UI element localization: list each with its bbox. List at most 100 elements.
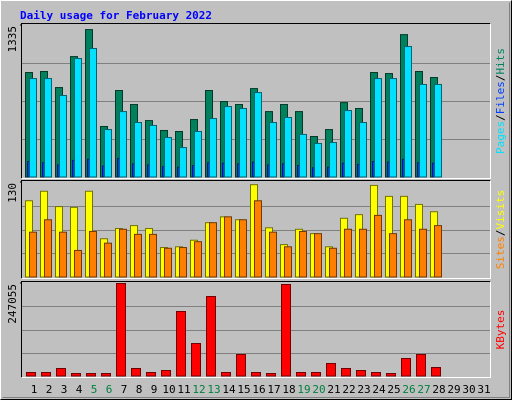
bar: [251, 372, 261, 377]
bar: [329, 247, 337, 278]
x-tick-label: 9: [151, 383, 158, 396]
bar: [314, 142, 322, 178]
bar: [134, 122, 142, 178]
x-tick-label: 23: [357, 383, 370, 396]
bar: [194, 241, 202, 278]
x-tick-label: 3: [61, 383, 68, 396]
x-tick-label: 27: [417, 383, 430, 396]
bar: [119, 111, 127, 178]
bar: [224, 216, 232, 278]
bar: [116, 283, 126, 377]
bar: [299, 133, 307, 178]
bar: [71, 373, 81, 377]
x-tick-label: 13: [207, 383, 220, 396]
x-tick-label: 11: [177, 383, 190, 396]
bar: [266, 373, 276, 377]
panel-border-light: [21, 23, 491, 179]
bar: [254, 200, 262, 278]
bar: [131, 368, 141, 377]
x-tick-label: 26: [402, 383, 415, 396]
x-tick-label: 15: [237, 383, 250, 396]
bar: [434, 225, 442, 278]
x-tick-label: 8: [136, 383, 143, 396]
bar: [374, 78, 382, 178]
bar: [239, 219, 247, 278]
bar: [371, 372, 381, 377]
bar: [416, 354, 426, 377]
bar: [86, 373, 96, 377]
x-tick-label: 31: [477, 383, 490, 396]
legend-entry: KBytes: [494, 310, 507, 350]
bar: [296, 372, 306, 377]
bar: [254, 92, 262, 178]
bar: [239, 108, 247, 178]
bar: [344, 228, 352, 278]
bar: [224, 106, 232, 178]
x-tick-label: 21: [327, 383, 340, 396]
y-tick-label: 130: [6, 183, 19, 203]
bar: [179, 147, 187, 178]
legend-separator: /: [494, 230, 507, 237]
panel: [21, 281, 491, 377]
x-tick-label: 7: [121, 383, 128, 396]
panel-border-dark: [21, 180, 491, 279]
x-tick-label: 28: [432, 383, 445, 396]
bar: [359, 228, 367, 278]
bar: [74, 249, 82, 278]
x-tick-label: 6: [106, 383, 113, 396]
bar: [419, 83, 427, 178]
legend-entry: Sites: [494, 236, 507, 269]
bar: [89, 230, 97, 278]
bar: [161, 370, 171, 377]
bar: [149, 233, 157, 278]
bar: [221, 372, 231, 377]
legend: Pages/Files/Hits: [494, 48, 507, 154]
x-tick-label: 16: [252, 383, 265, 396]
bar: [209, 118, 217, 178]
bar: [59, 95, 67, 178]
bar: [149, 124, 157, 178]
panel-border-light: [21, 281, 491, 378]
bar: [269, 122, 277, 178]
bar: [74, 58, 82, 178]
panel-border-dark: [21, 23, 491, 179]
bar: [344, 110, 352, 178]
x-tick-label: 24: [372, 383, 386, 396]
legend: Sites/Visits: [494, 190, 507, 270]
bar: [56, 368, 66, 377]
y-tick-label: 1335: [6, 26, 19, 53]
bar: [359, 122, 367, 178]
bar: [401, 358, 411, 377]
bar: [311, 372, 321, 377]
x-tick-label: 5: [91, 383, 98, 396]
x-tick-label: 17: [267, 383, 280, 396]
panel-border-dark: [21, 281, 491, 378]
bar: [329, 142, 337, 178]
bar: [374, 214, 382, 278]
bar: [389, 78, 397, 178]
legend-separator: /: [494, 114, 507, 121]
x-tick-label: 20: [312, 383, 325, 396]
bar: [29, 78, 37, 178]
bar: [431, 367, 441, 377]
bar: [341, 368, 351, 377]
bar: [164, 247, 172, 278]
bar: [299, 230, 307, 278]
x-tick-label: 10: [162, 383, 175, 396]
bar: [284, 246, 292, 278]
bar: [104, 129, 112, 178]
bar: [26, 372, 36, 377]
bar: [269, 231, 277, 278]
bar: [209, 222, 217, 278]
bar: [89, 47, 97, 178]
y-tick-label: 247055: [6, 284, 19, 324]
bar: [104, 242, 112, 278]
bar: [206, 296, 216, 377]
bar: [44, 78, 52, 178]
bar: [284, 116, 292, 178]
bar: [101, 373, 111, 377]
bar: [194, 131, 202, 178]
x-tick-label: 19: [297, 383, 310, 396]
